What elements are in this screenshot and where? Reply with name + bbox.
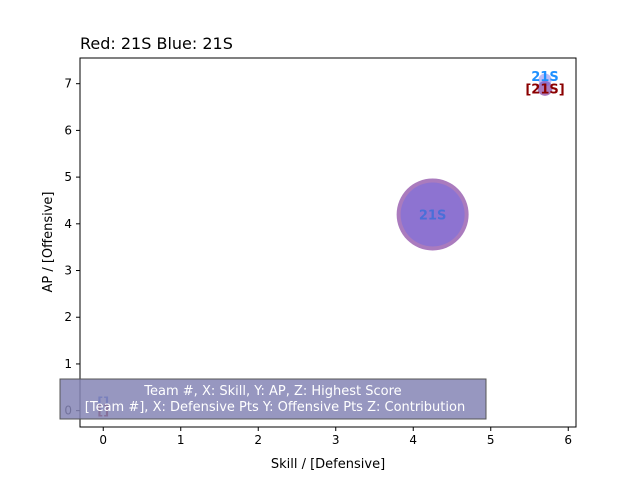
legend-background <box>59 378 487 420</box>
x-axis-label: Skill / [Defensive] <box>271 457 385 472</box>
blue-point-label: 21S <box>531 70 558 85</box>
point-labels: 21S[21S]21S[][] <box>97 70 564 419</box>
x-tick-label: 5 <box>487 433 495 447</box>
red-point-label: [21S] <box>525 82 564 97</box>
y-tick-label: 6 <box>64 123 72 137</box>
y-tick-label: 5 <box>64 170 72 184</box>
blue-point-label: 21S <box>419 208 446 223</box>
x-tick-label: 2 <box>254 433 262 447</box>
x-axis: 0 1 2 3 4 5 6 <box>99 427 572 447</box>
x-tick-label: 1 <box>177 433 185 447</box>
y-tick-label: 4 <box>64 217 72 231</box>
plot-area <box>79 57 577 428</box>
legend-box: Team #, X: Skill, Y: AP, Z: Highest Scor… <box>59 378 487 420</box>
red-point <box>537 80 553 96</box>
y-tick-label: 2 <box>64 310 72 324</box>
y-tick-label: 1 <box>64 357 72 371</box>
legend-line-1: Team #, X: Skill, Y: AP, Z: Highest Scor… <box>143 384 401 399</box>
y-tick-label: 3 <box>64 264 72 278</box>
data-points <box>396 73 553 251</box>
x-tick-label: 3 <box>332 433 340 447</box>
y-tick-label: 7 <box>64 77 72 91</box>
x-tick-label: 6 <box>564 433 572 447</box>
y-axis: 01234567 <box>64 77 80 418</box>
chart-title: Red: 21S Blue: 21S <box>80 34 233 53</box>
blue-point <box>538 73 552 87</box>
legend-line-2: [Team #], X: Defensive Pts Y: Offensive … <box>85 400 465 415</box>
x-tick-label: 0 <box>99 433 107 447</box>
blue-point <box>400 182 465 247</box>
x-tick-label: 4 <box>409 433 417 447</box>
red-point <box>396 178 469 251</box>
y-axis-label: AP / [Offensive] <box>41 191 56 292</box>
